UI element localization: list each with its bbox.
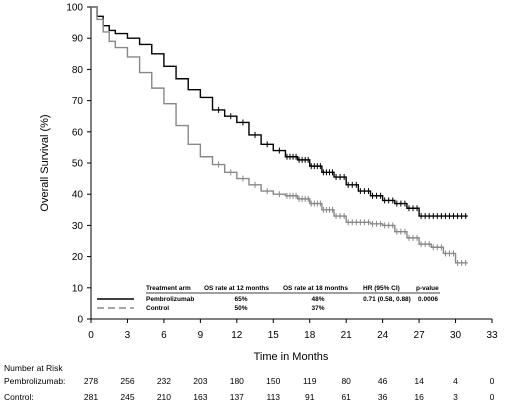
y-axis-title: Overall Survival (%) [39,114,51,211]
risk-count: 278 [84,376,98,386]
legend-value-os18: 37% [311,305,324,312]
risk-count: 0 [490,376,495,386]
y-tick-label: 0 [77,315,83,326]
risk-row-label: Pembrolizumab: [4,376,65,386]
axes: 0 10 20 30 40 50 60 70 80 90 100 0 3 6 9 12 15 18 21 24 27 30… [66,3,498,342]
x-tick-label: 12 [231,330,243,341]
risk-count: 46 [378,376,388,386]
x-tick-label: 30 [450,330,462,341]
risk-count: 163 [193,392,207,402]
risk-count: 0 [490,392,495,402]
risk-row-label: Control: [4,392,34,402]
legend-header-arm: Treatment arm [146,285,191,292]
risk-count: 203 [193,376,207,386]
x-tick-label: 24 [377,330,389,341]
risk-count: 150 [266,376,280,386]
x-axis-title: Time in Months [254,351,329,363]
x-tick-label: 27 [414,330,426,341]
risk-count: 61 [341,392,351,402]
legend-header-os12: OS rate at 12 months [204,285,269,292]
x-tick-label: 3 [125,330,131,341]
risk-count: 119 [303,376,317,386]
x-tick-label: 9 [198,330,204,341]
risk-count: 113 [266,392,280,402]
risk-count: 4 [453,376,458,386]
legend-value-hr: 0.71 (0.58, 0.88) [363,296,411,303]
risk-count: 3 [453,392,458,402]
x-tick-label: 0 [88,330,94,341]
y-tick-label: 70 [72,96,84,107]
x-tick-label: 15 [268,330,280,341]
legend-arm-label: Pembrolizumab [146,296,194,303]
legend-value-os12: 50% [234,305,247,312]
risk-count: 245 [120,392,134,402]
risk-count: 232 [157,376,171,386]
risk-count: 36 [378,392,388,402]
y-tick-label: 90 [72,34,84,45]
risk-count: 281 [84,392,98,402]
risk-count: 16 [414,392,424,402]
legend-value-os18: 48% [311,296,324,303]
censor-marks-control [218,161,467,266]
legend-value-os12: 65% [234,296,247,303]
legend-value-p: 0.0006 [418,296,438,303]
y-tick-label: 40 [72,190,84,201]
y-tick-label: 60 [72,127,84,138]
risk-table: Number at Risk Pembrolizumab: 278 256 232 203… [4,363,495,402]
series-line-pembrolizumab [91,6,468,217]
y-tick-label: 20 [72,252,84,263]
y-tick-label: 100 [66,3,83,14]
series-line-control [91,6,468,264]
legend-table: Treatment arm OS rate at 12 months OS rate… [97,285,440,312]
y-tick-label: 30 [72,221,84,232]
risk-table-title: Number at Risk [4,363,63,373]
risk-count: 180 [230,376,244,386]
x-tick-label: 21 [341,330,353,341]
y-tick-label: 50 [72,159,84,170]
curves [91,6,468,266]
risk-count: 14 [414,376,424,386]
legend-header-os18: OS rate at 18 months [283,285,348,292]
risk-count: 91 [305,392,315,402]
x-tick-label: 33 [486,330,498,341]
risk-count: 80 [341,376,351,386]
legend-arm-label: Control [146,305,169,312]
risk-count: 137 [230,392,244,402]
x-tick-label: 6 [161,330,167,341]
censor-marks-pembrolizumab [218,106,467,220]
legend-header-hr: HR (95% CI) [363,285,400,292]
x-tick-label: 18 [304,330,316,341]
legend-header-p: p-value [416,285,439,292]
risk-count: 210 [157,392,171,402]
risk-count: 256 [120,376,134,386]
y-tick-label: 80 [72,65,84,76]
y-tick-label: 10 [72,283,84,294]
